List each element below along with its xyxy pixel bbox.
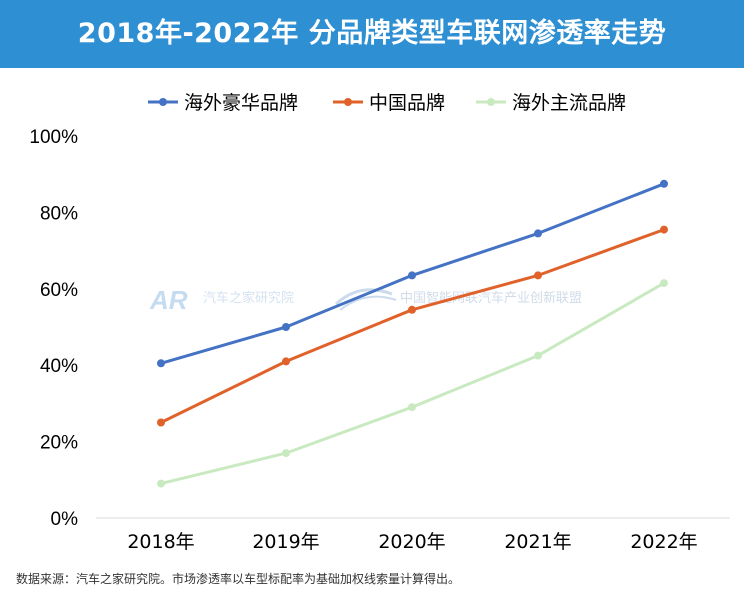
data-point <box>534 271 542 280</box>
legend-item: 中国品牌 <box>333 92 445 114</box>
y-tick-label: 20% <box>40 433 78 454</box>
legend-item: 海外豪华品牌 <box>148 92 298 114</box>
watermark-left: AR 汽车之家研究院 <box>149 285 294 315</box>
legend: 海外豪华品牌 中国品牌 海外主流品牌 <box>148 92 626 114</box>
data-point <box>408 305 416 314</box>
legend-label: 海外豪华品牌 <box>184 92 298 114</box>
series-1 <box>157 179 668 368</box>
data-point <box>408 271 416 280</box>
legend-label: 海外主流品牌 <box>512 92 626 114</box>
data-point <box>660 225 668 234</box>
series-2 <box>157 225 668 427</box>
data-point <box>282 357 290 366</box>
y-tick-label: 100% <box>29 127 78 148</box>
line-chart: AR 汽车之家研究院 中国智能网联汽车产业创新联盟 海外豪华品牌 中国品牌 海外主流… <box>29 92 730 553</box>
legend-marker <box>344 98 352 106</box>
data-point <box>660 279 668 288</box>
x-tick-label: 2022年 <box>630 531 697 553</box>
y-tick-label: 80% <box>40 203 78 224</box>
source-note: 数据来源：汽车之家研究院。市场渗透率以车型标配率为基础加权线索量计算得出。 <box>16 572 461 586</box>
data-point <box>157 479 165 488</box>
series-3 <box>157 279 668 488</box>
x-tick-label: 2018年 <box>127 531 194 553</box>
data-point <box>282 449 290 458</box>
title-bar: 2018年-2022年 分品牌类型车联网渗透率走势 <box>0 0 744 68</box>
legend-item: 海外主流品牌 <box>476 92 626 114</box>
data-point <box>157 359 165 368</box>
alliance-logo-icon <box>334 288 397 311</box>
legend-marker <box>487 98 495 106</box>
y-tick-label: 60% <box>40 280 78 301</box>
data-point <box>534 229 542 238</box>
legend-marker <box>159 98 167 106</box>
y-axis: 0% 20% 40% 60% 80% 100% <box>29 127 78 530</box>
page-title: 2018年-2022年 分品牌类型车联网渗透率走势 <box>77 18 667 49</box>
data-point <box>660 179 668 188</box>
y-tick-label: 40% <box>40 356 78 377</box>
data-point <box>157 418 165 427</box>
x-axis: 2018年 2019年 2020年 2021年 2022年 <box>127 531 697 553</box>
y-tick-label: 0% <box>51 509 79 530</box>
ar-logo-icon: AR <box>149 285 188 315</box>
x-tick-label: 2021年 <box>504 531 571 553</box>
watermark-left-text: 汽车之家研究院 <box>203 290 294 306</box>
legend-label: 中国品牌 <box>369 92 445 114</box>
x-tick-label: 2020年 <box>378 531 445 553</box>
watermark-right-text: 中国智能网联汽车产业创新联盟 <box>400 290 582 306</box>
svg-text:AR: AR <box>149 285 188 315</box>
data-point <box>534 351 542 360</box>
data-point <box>282 323 290 331</box>
plot-area <box>157 179 668 488</box>
data-point <box>408 403 416 412</box>
x-tick-label: 2019年 <box>252 531 319 553</box>
